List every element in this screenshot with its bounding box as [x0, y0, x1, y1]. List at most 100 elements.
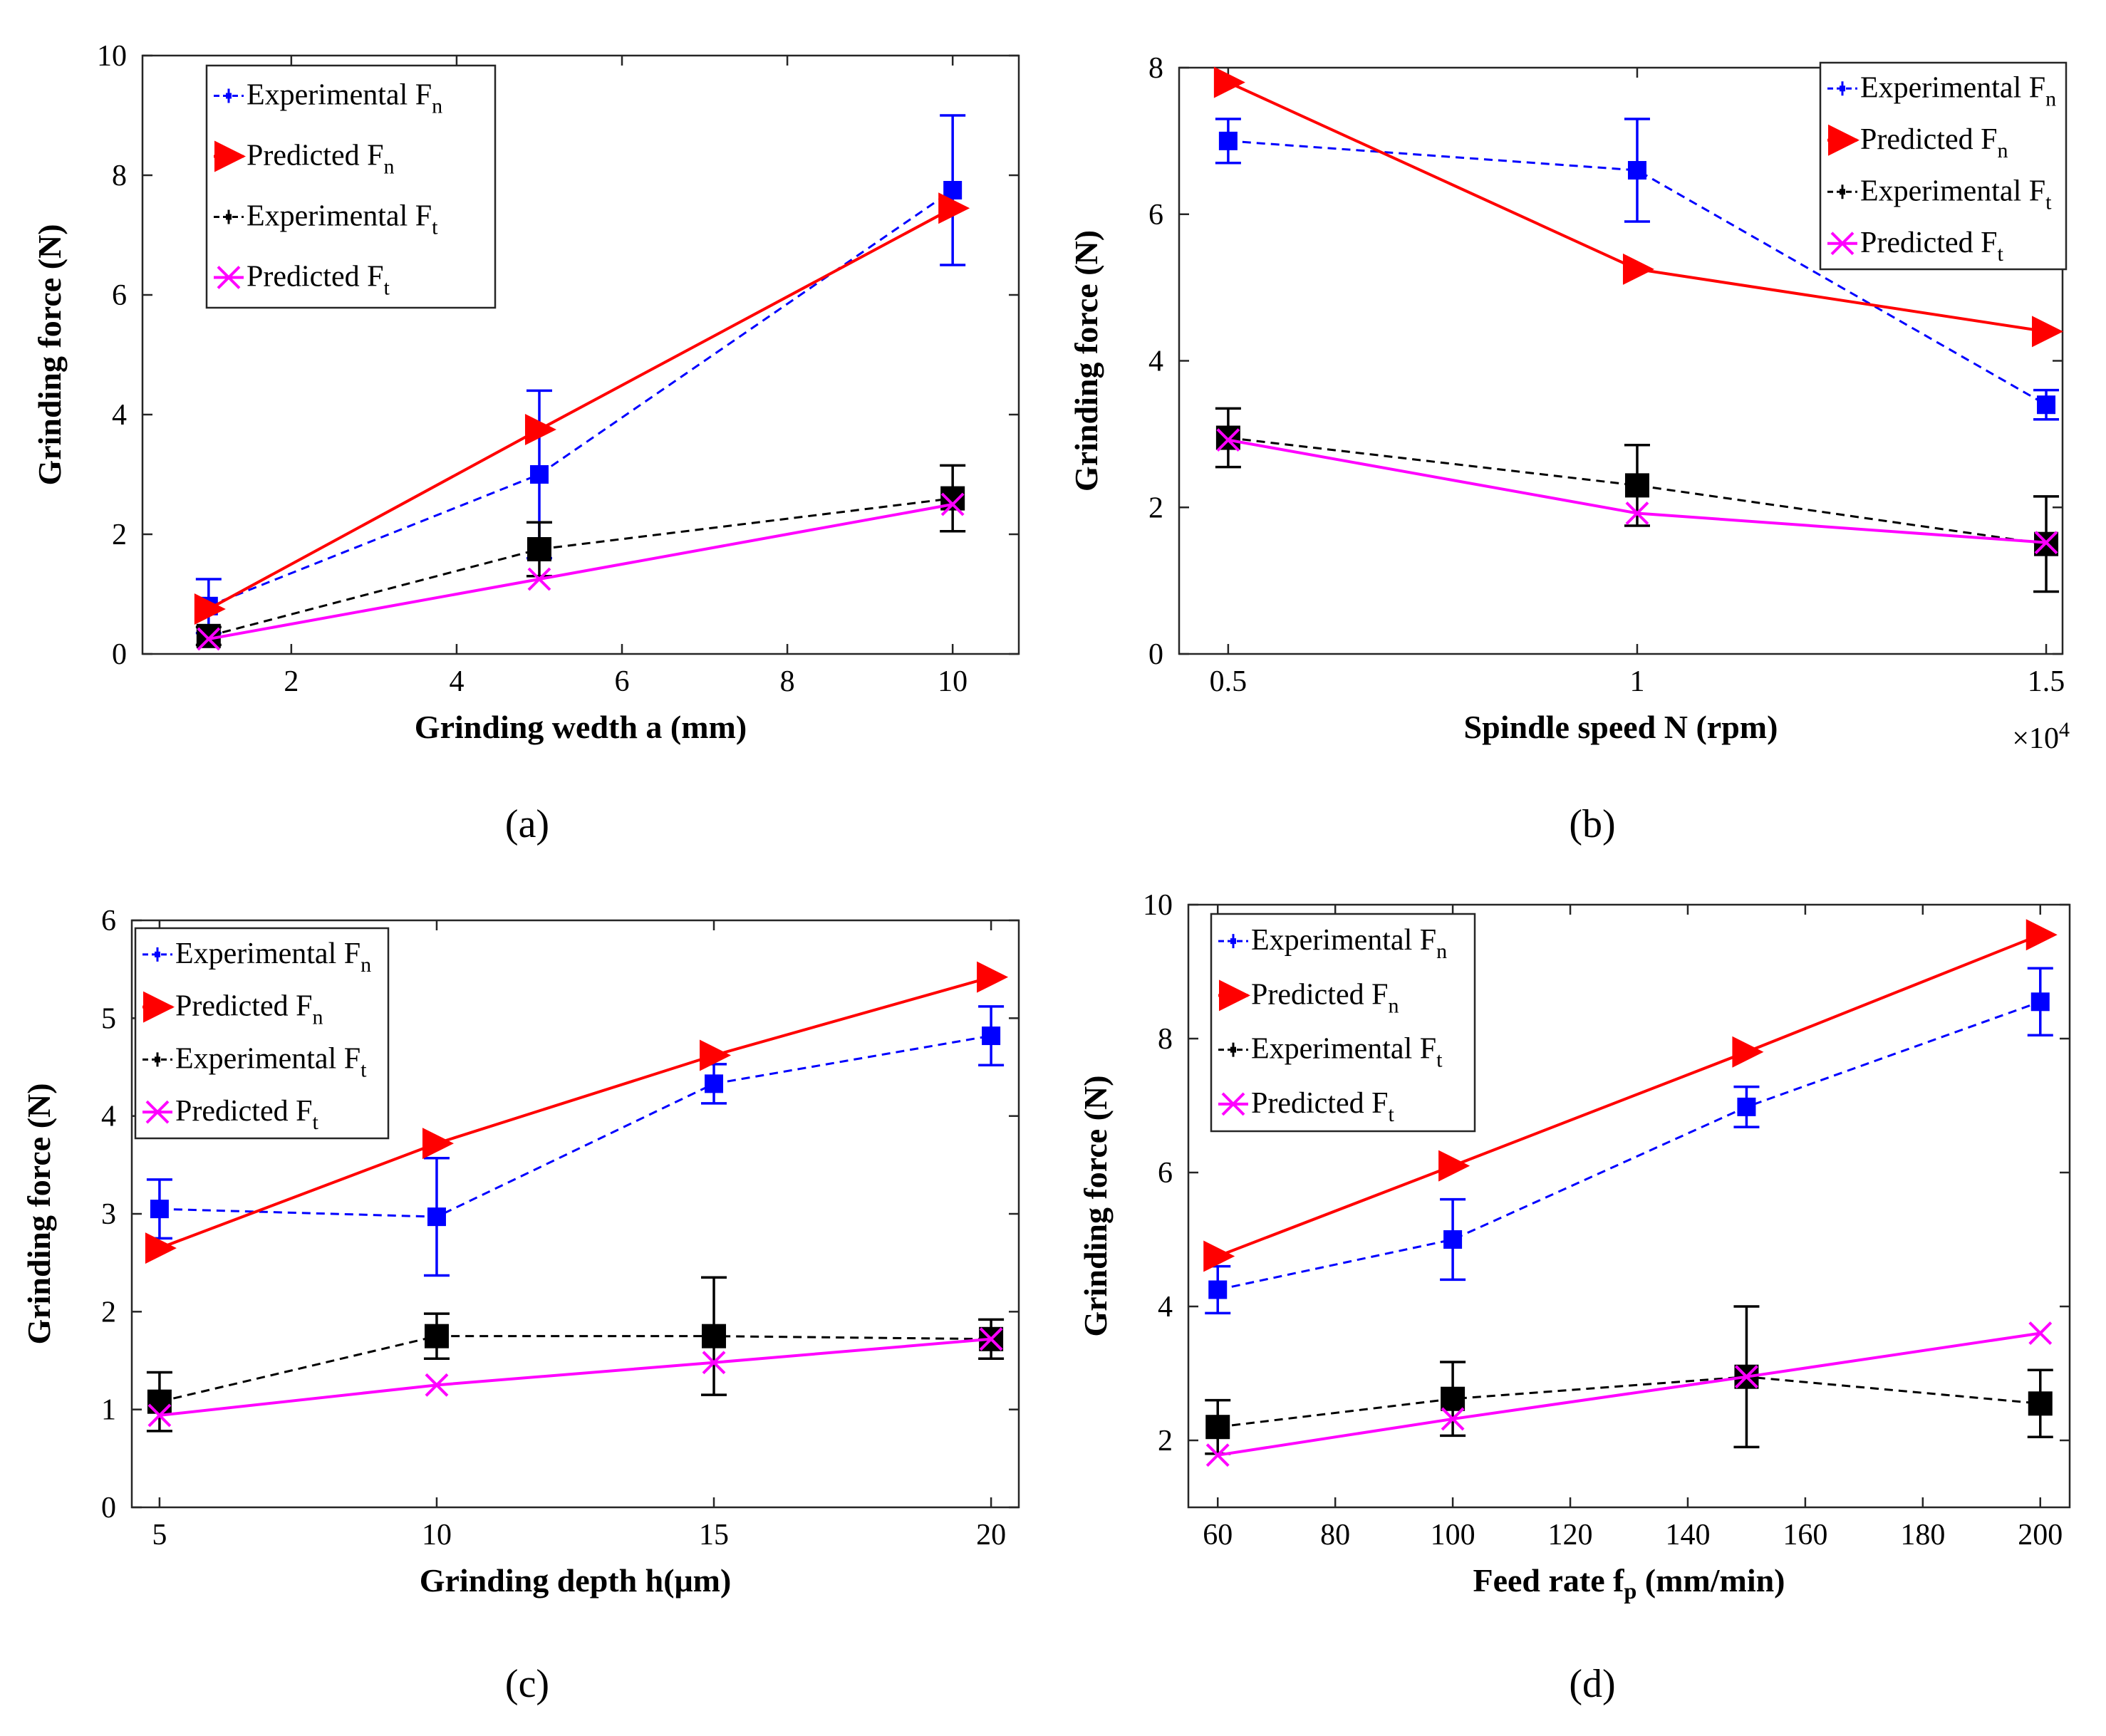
data-point-pred_fn — [1732, 1036, 1764, 1068]
data-point-exp_ft — [526, 537, 551, 561]
legend-label-pred_fn: Predicted Fn — [1860, 123, 2008, 162]
legend-label-pred_fn: Predicted Fn — [247, 140, 394, 179]
y-tick-label: 8 — [112, 160, 127, 192]
chart-a: 2 4 6 8 10 0 2 4 6 8 10 Grinding wedth a (mm) Grindi… — [31, 40, 1020, 846]
chart-b-legend: Experimental Fn Predicted Fn Experimental … — [1819, 61, 2068, 271]
y-tick-label: 3 — [101, 1198, 116, 1231]
data-point-exp_fn — [150, 1200, 169, 1219]
series-exp_fn-line — [1228, 140, 2047, 406]
data-point-exp_ft — [702, 1324, 727, 1348]
data-point-pred_ft — [702, 1351, 726, 1375]
series-pred_ft — [1205, 1321, 2053, 1467]
chart-c-y-axis-title: Grinding force (N) — [21, 1083, 57, 1344]
chart-a-legend: Experimental Fn Predicted Fn Experimental … — [205, 64, 497, 309]
data-point-pred_ft — [1205, 1443, 1230, 1467]
chart-a-caption: (a) — [505, 802, 549, 846]
legend-label-exp_fn: Experimental Fn — [175, 937, 371, 977]
data-point-pred_ft — [2028, 1321, 2053, 1346]
data-point-pred_fn — [1203, 1240, 1235, 1272]
legend-item-exp_fn: Experimental Fn — [1218, 924, 1447, 963]
legend-item-pred_fn: Predicted Fn — [1218, 978, 1399, 1017]
x-tick-label: 160 — [1783, 1519, 1827, 1552]
data-point-exp_fn — [2037, 395, 2056, 415]
series-exp_ft — [195, 464, 966, 648]
data-point-exp_ft — [1441, 1386, 1466, 1411]
y-tick-label: 6 — [112, 279, 127, 312]
series-exp_fn-line — [208, 189, 954, 608]
legend-marker-pred_ft — [1830, 232, 1855, 256]
data-point-pred_ft — [197, 627, 221, 651]
y-tick-label: 4 — [1158, 1291, 1173, 1324]
legend-marker-pred_fn — [1219, 979, 1250, 1012]
series-pred_fn — [1213, 66, 2064, 348]
legend-marker-pred_fn — [143, 991, 175, 1023]
legend-marker-exp_ft — [226, 214, 232, 220]
chart-c-x-axis-title: Grinding depth h(μm) — [420, 1562, 732, 1599]
legend-item-pred_ft: Predicted Ft — [142, 1095, 318, 1134]
legend-box — [1210, 913, 1476, 1133]
x-tick-label: 2 — [284, 665, 299, 698]
data-point-pred_fn — [2025, 919, 2058, 951]
chart-d-x-axis-title: Feed rate fp (mm/min) — [1473, 1562, 1785, 1604]
legend-label-exp_fn: Experimental Fn — [247, 79, 442, 118]
y-tick-label: 6 — [101, 905, 116, 937]
data-point-pred_ft — [425, 1373, 449, 1397]
x-tick-label: 100 — [1431, 1519, 1475, 1552]
x-tick-label: 80 — [1320, 1519, 1350, 1552]
y-tick-label: 2 — [1158, 1425, 1173, 1457]
y-tick-label: 10 — [1143, 889, 1173, 922]
chart-b-caption: (b) — [1569, 802, 1615, 846]
chart-b-x-axis-title: Spindle speed N (rpm) — [1464, 709, 1778, 745]
y-tick-label: 2 — [112, 519, 127, 551]
data-point-pred_fn — [1213, 66, 1245, 98]
series-pred_fn-line — [1217, 933, 2041, 1258]
data-point-exp_fn — [1627, 161, 1646, 180]
y-tick-label: 6 — [1158, 1157, 1173, 1190]
series-exp_fn-line — [1217, 1000, 2041, 1291]
legend-marker-pred_ft — [1221, 1092, 1245, 1116]
legend-marker-exp_ft — [155, 1056, 160, 1063]
y-tick-label: 4 — [1148, 345, 1163, 378]
x-tick-label: 180 — [1900, 1519, 1945, 1552]
series-pred_fn — [145, 961, 1009, 1264]
legend-item-exp_ft: Experimental Ft — [1218, 1033, 1443, 1072]
y-tick-label: 5 — [101, 1002, 116, 1035]
x-tick-label: 120 — [1548, 1519, 1593, 1552]
data-point-pred_ft — [1216, 428, 1240, 452]
data-point-exp_ft — [424, 1324, 449, 1348]
legend-item-pred_ft: Predicted Ft — [1218, 1087, 1394, 1126]
legend-item-pred_fn: Predicted Fn — [1827, 123, 2008, 162]
legend-label-pred_ft: Predicted Ft — [1251, 1087, 1394, 1126]
y-tick-label: 2 — [1148, 492, 1163, 524]
data-point-pred_fn — [938, 192, 970, 224]
legend-marker-exp_fn — [226, 93, 232, 99]
legend-marker-pred_fn — [214, 140, 246, 172]
data-point-exp_fn — [1218, 131, 1238, 150]
legend-label-exp_ft: Experimental Ft — [247, 200, 438, 239]
legend-label-pred_fn: Predicted Fn — [1251, 978, 1399, 1017]
legend-label-exp_ft: Experimental Ft — [1860, 175, 2052, 214]
legend-marker-pred_fn — [1828, 124, 1859, 156]
y-tick-label: 2 — [101, 1296, 116, 1329]
y-tick-label: 0 — [101, 1492, 116, 1524]
data-point-exp_fn — [982, 1026, 1001, 1046]
x-tick-label: 1 — [1629, 665, 1644, 698]
chart-a-x-axis-title: Grinding wedth a (mm) — [415, 709, 747, 745]
chart-c: 5 10 15 20 0 1 2 3 4 5 6 Grinding depth h(μm) Grindi… — [21, 905, 1020, 1706]
data-point-exp_ft — [1205, 1415, 1230, 1440]
y-tick-label: 6 — [1148, 199, 1163, 232]
legend-item-exp_ft: Experimental Ft — [214, 200, 438, 239]
data-point-exp_fn — [2030, 992, 2050, 1012]
chart-d: 60 80 100 120 140 160 180 200 2 4 6 8 10 Feed rate fp… — [1077, 889, 2071, 1706]
data-point-pred_ft — [2034, 531, 2058, 555]
chart-d-y-axis-title: Grinding force (N) — [1077, 1075, 1114, 1336]
series-pred_fn — [194, 192, 970, 625]
legend-item-pred_ft: Predicted Ft — [1827, 227, 2003, 266]
legend-marker-exp_ft — [1840, 189, 1845, 195]
legend-box — [1819, 61, 2068, 271]
data-point-pred_fn — [145, 1232, 177, 1264]
chart-c-caption: (c) — [505, 1662, 549, 1706]
legend-item-exp_fn: Experimental Fn — [214, 79, 442, 118]
legend-marker-exp_ft — [1230, 1046, 1236, 1053]
